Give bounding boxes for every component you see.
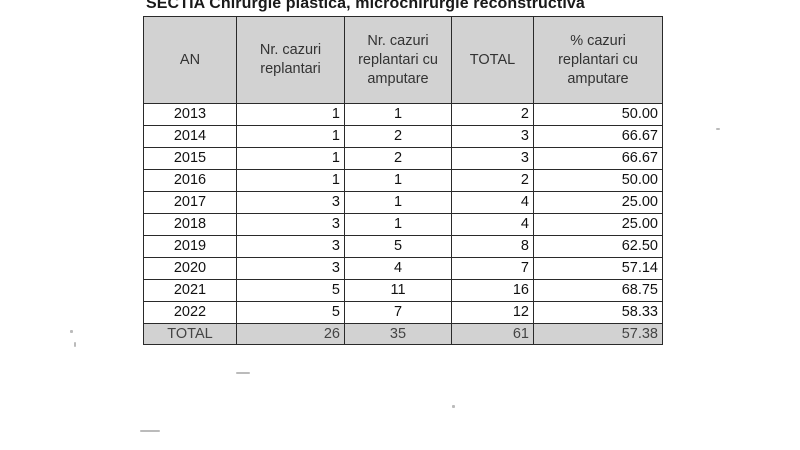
cell-replantations: 3: [236, 191, 345, 214]
cell-replantations: 3: [236, 257, 345, 280]
total-row: TOTAL 26 35 61 57.38: [143, 323, 663, 345]
cell-amputations: 4: [344, 257, 452, 280]
scan-speck: [140, 430, 160, 432]
cell-year: 2022: [143, 301, 237, 324]
table-row: 2018 3 1 4 25.00: [143, 213, 663, 236]
column-header-amputations: Nr. cazuri replantari cu amputare: [344, 16, 452, 104]
total-label: TOTAL: [143, 323, 237, 345]
cell-total-cases: 12: [451, 301, 534, 324]
cell-total-cases: 16: [451, 279, 534, 302]
cell-replantations: 5: [236, 301, 345, 324]
table-row: 2015 1 2 3 66.67: [143, 147, 663, 170]
table-row: 2022 5 7 12 58.33: [143, 301, 663, 324]
cell-amputation-percent: 66.67: [533, 125, 663, 148]
cell-total-cases: 2: [451, 103, 534, 126]
cell-total-cases: 4: [451, 191, 534, 214]
cell-total-cases: 7: [451, 257, 534, 280]
table-row: 2013 1 1 2 50.00: [143, 103, 663, 126]
cell-total-cases: 4: [451, 213, 534, 236]
cell-replantations: 5: [236, 279, 345, 302]
column-header-year: AN: [143, 16, 237, 104]
scan-speck: [236, 372, 250, 374]
replantation-table: AN Nr. cazuri replantari Nr. cazuri repl…: [143, 16, 663, 345]
cell-amputation-percent: 50.00: [533, 103, 663, 126]
cell-replantations: 1: [236, 103, 345, 126]
cell-amputations: 11: [344, 279, 452, 302]
cell-total-cases: 8: [451, 235, 534, 258]
scan-speck: [452, 405, 455, 408]
table-row: 2021 5 11 16 68.75: [143, 279, 663, 302]
cell-amputations: 1: [344, 103, 452, 126]
table-row: 2019 3 5 8 62.50: [143, 235, 663, 258]
cell-amputations: 1: [344, 213, 452, 236]
cell-amputation-percent: 66.67: [533, 147, 663, 170]
cell-amputations: 2: [344, 125, 452, 148]
cell-total-cases: 3: [451, 147, 534, 170]
column-header-replantations: Nr. cazuri replantari: [236, 16, 345, 104]
table-body: 2013 1 1 2 50.00 2014 1 2 3 66.67 2015 1 2 3 66.67 2016…: [143, 103, 663, 324]
cell-amputations: 7: [344, 301, 452, 324]
cell-year: 2021: [143, 279, 237, 302]
cell-year: 2020: [143, 257, 237, 280]
total-cases: 61: [451, 323, 534, 345]
cell-total-cases: 2: [451, 169, 534, 192]
table-row: 2016 1 1 2 50.00: [143, 169, 663, 192]
cell-year: 2018: [143, 213, 237, 236]
table-row: 2020 3 4 7 57.14: [143, 257, 663, 280]
cell-replantations: 1: [236, 147, 345, 170]
cell-total-cases: 3: [451, 125, 534, 148]
cell-year: 2019: [143, 235, 237, 258]
scan-speck: [70, 330, 73, 333]
cell-replantations: 1: [236, 169, 345, 192]
table-header-row: AN Nr. cazuri replantari Nr. cazuri repl…: [143, 16, 663, 104]
cell-amputations: 2: [344, 147, 452, 170]
cell-amputation-percent: 58.33: [533, 301, 663, 324]
cell-amputation-percent: 68.75: [533, 279, 663, 302]
total-amputations: 35: [344, 323, 452, 345]
cell-year: 2016: [143, 169, 237, 192]
cell-replantations: 3: [236, 213, 345, 236]
table-row: 2014 1 2 3 66.67: [143, 125, 663, 148]
cell-amputations: 1: [344, 191, 452, 214]
cell-amputation-percent: 25.00: [533, 213, 663, 236]
column-header-amputation-percent: % cazuri replantari cu amputare: [533, 16, 663, 104]
cell-amputation-percent: 57.14: [533, 257, 663, 280]
total-amputation-percent: 57.38: [533, 323, 663, 345]
column-header-total: TOTAL: [451, 16, 534, 104]
cell-year: 2017: [143, 191, 237, 214]
scan-speck: [716, 128, 720, 130]
cell-year: 2015: [143, 147, 237, 170]
page-title: SECTIA Chirurgie plastica, microchirurgi…: [146, 0, 585, 12]
cell-amputation-percent: 25.00: [533, 191, 663, 214]
scan-speck: [74, 342, 76, 347]
total-replantations: 26: [236, 323, 345, 345]
cell-year: 2014: [143, 125, 237, 148]
cell-replantations: 1: [236, 125, 345, 148]
cell-year: 2013: [143, 103, 237, 126]
cell-amputation-percent: 50.00: [533, 169, 663, 192]
cell-replantations: 3: [236, 235, 345, 258]
table-row: 2017 3 1 4 25.00: [143, 191, 663, 214]
cell-amputation-percent: 62.50: [533, 235, 663, 258]
cell-amputations: 5: [344, 235, 452, 258]
cell-amputations: 1: [344, 169, 452, 192]
